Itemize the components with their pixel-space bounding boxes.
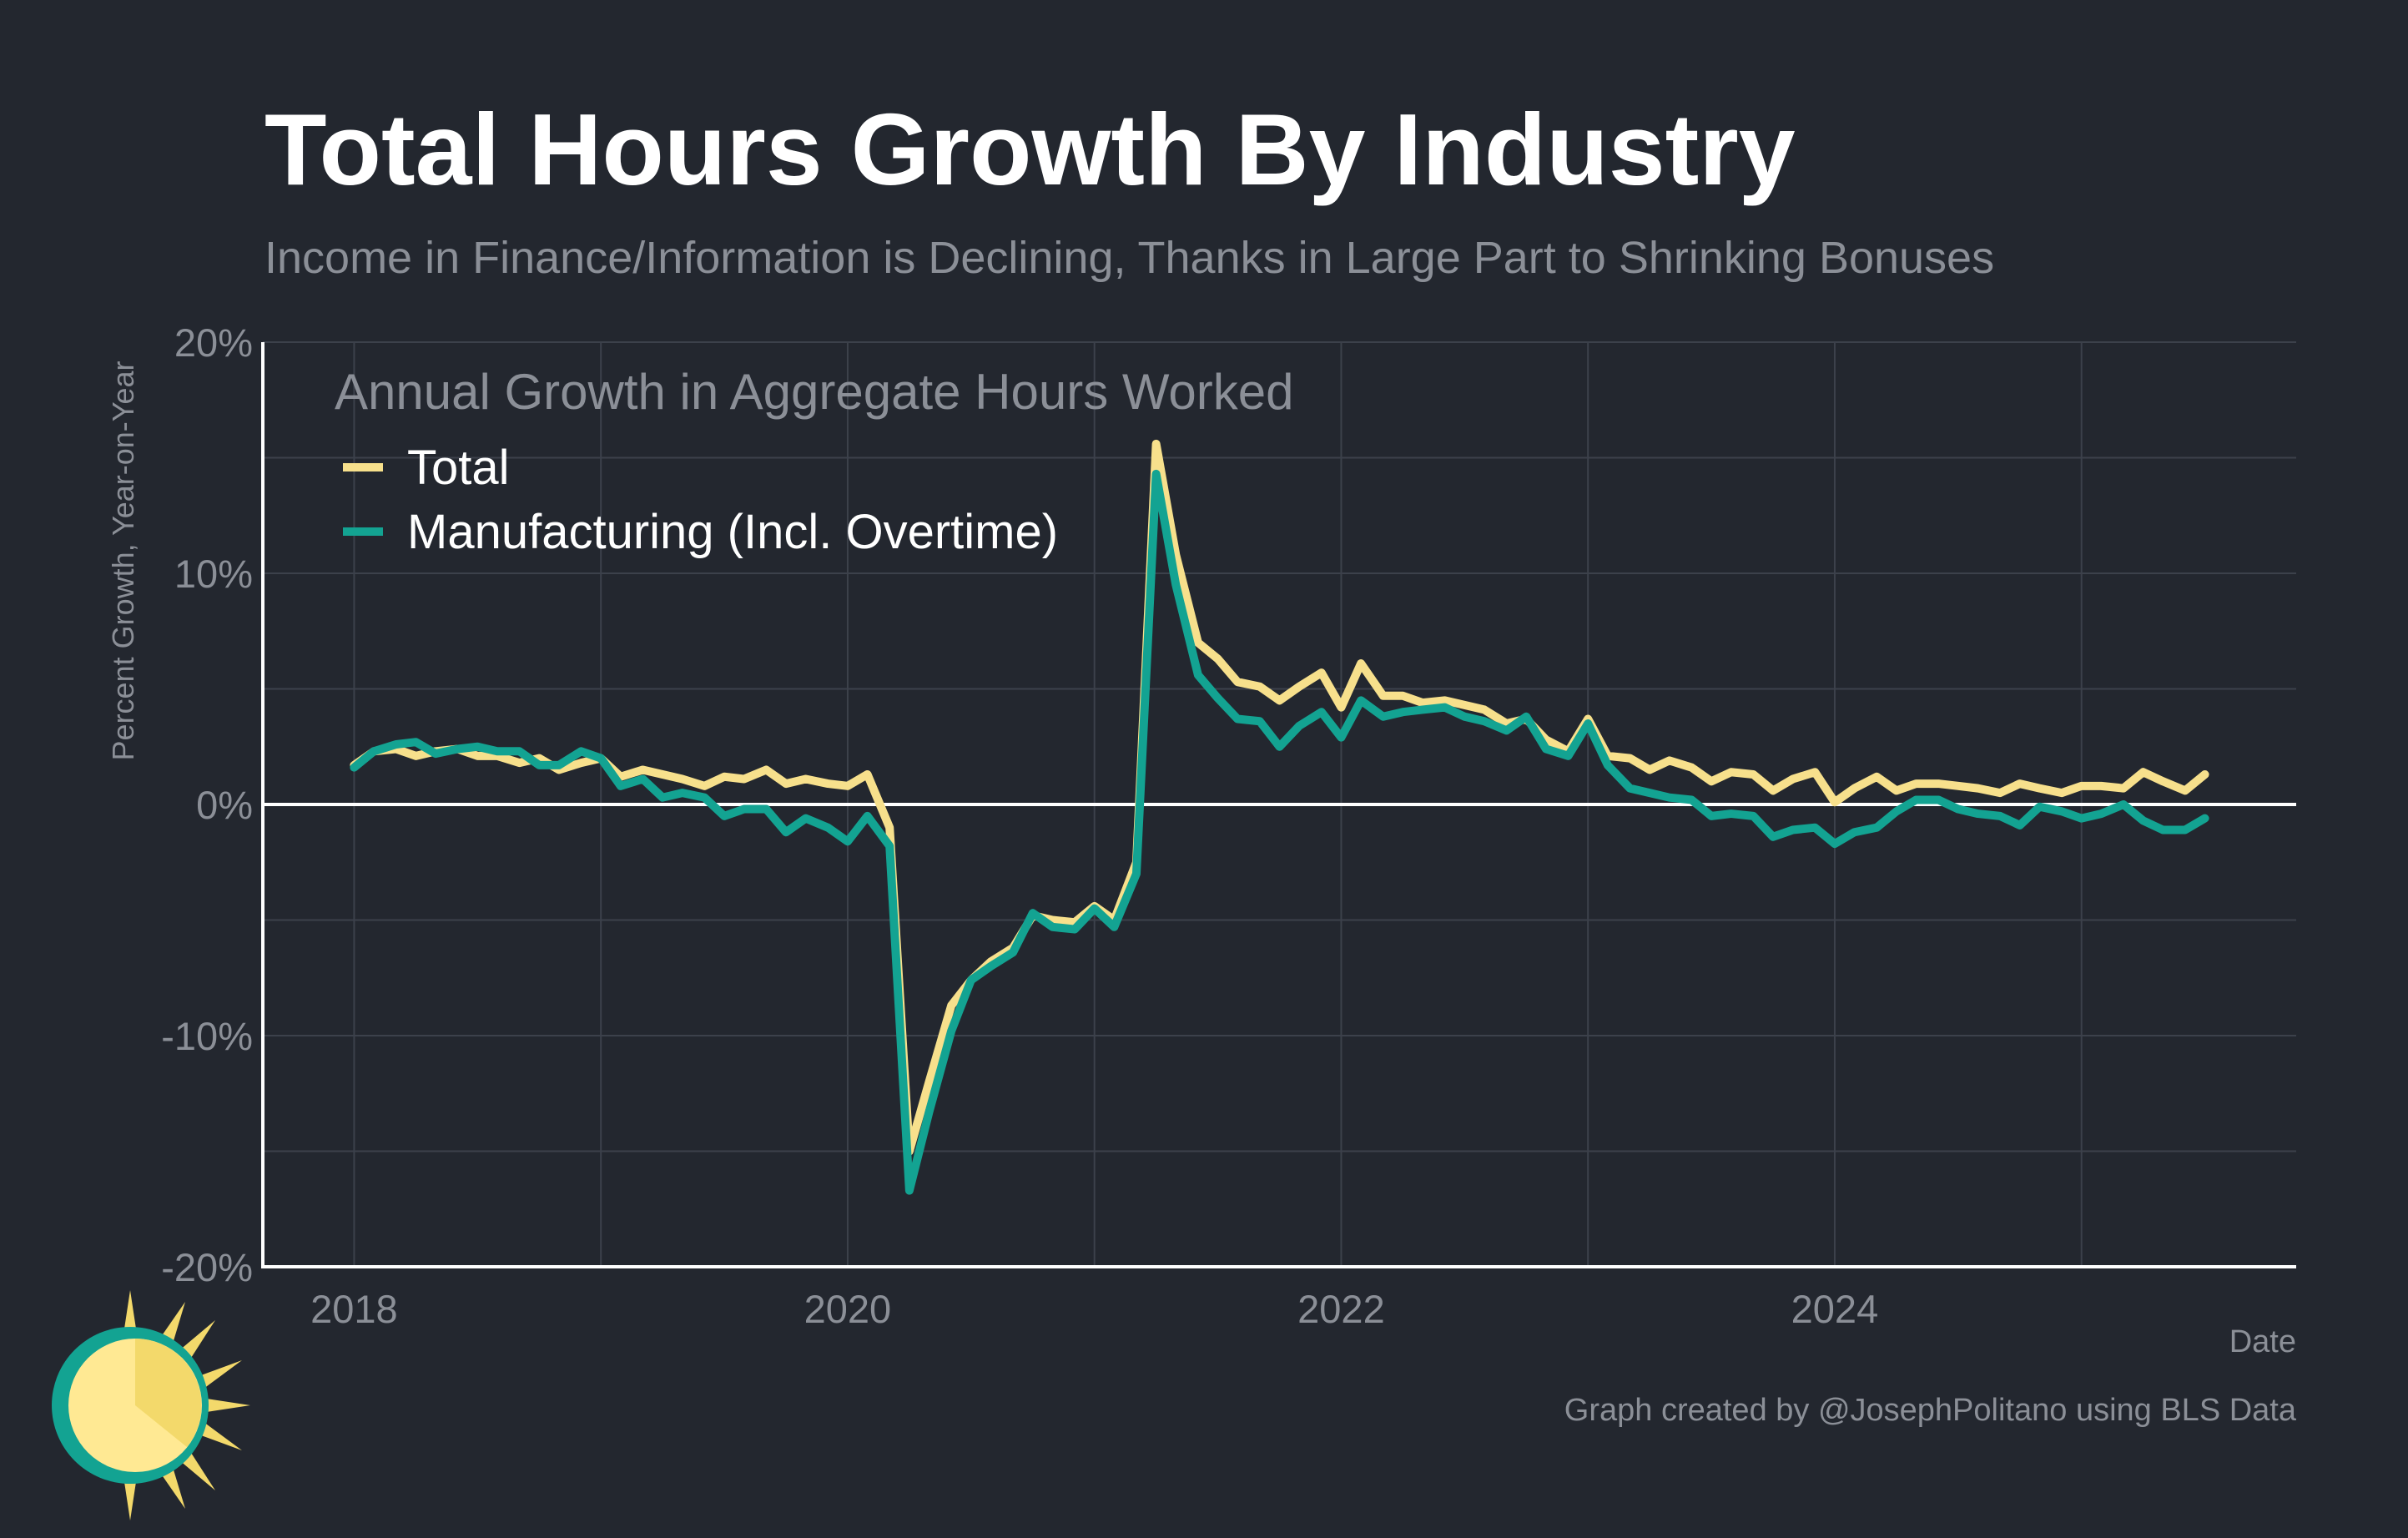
y-axis-label: Percent Growth, Year-on-Year (106, 361, 140, 761)
x-tick-label: 2018 (310, 1287, 398, 1331)
credit: Graph created by @JosephPolitano using B… (1564, 1393, 2297, 1428)
logo (52, 1290, 250, 1520)
y-tick-label: 0% (196, 783, 253, 827)
x-tick-label: 2022 (1297, 1287, 1385, 1331)
chart-title: Total Hours Growth By Industry (264, 93, 1796, 206)
legend-title: Annual Growth in Aggregate Hours Worked (335, 364, 1294, 420)
series-line (350, 439, 2209, 1156)
x-axis-label: Date (2229, 1324, 2296, 1359)
y-tick-label: -20% (161, 1245, 253, 1289)
series-line (350, 469, 2209, 1195)
x-tick-label: 2020 (804, 1287, 892, 1331)
chart-subtitle: Income in Finance/Information is Declini… (264, 233, 1994, 283)
y-tick-label: 20% (174, 320, 253, 365)
legend-label: Total (407, 441, 510, 495)
y-tick-label: -10% (161, 1014, 253, 1058)
x-tick-label: 2024 (1791, 1287, 1879, 1331)
y-tick-label: 10% (174, 552, 253, 596)
legend-label: Manufacturing (Incl. Overtime) (407, 505, 1058, 559)
